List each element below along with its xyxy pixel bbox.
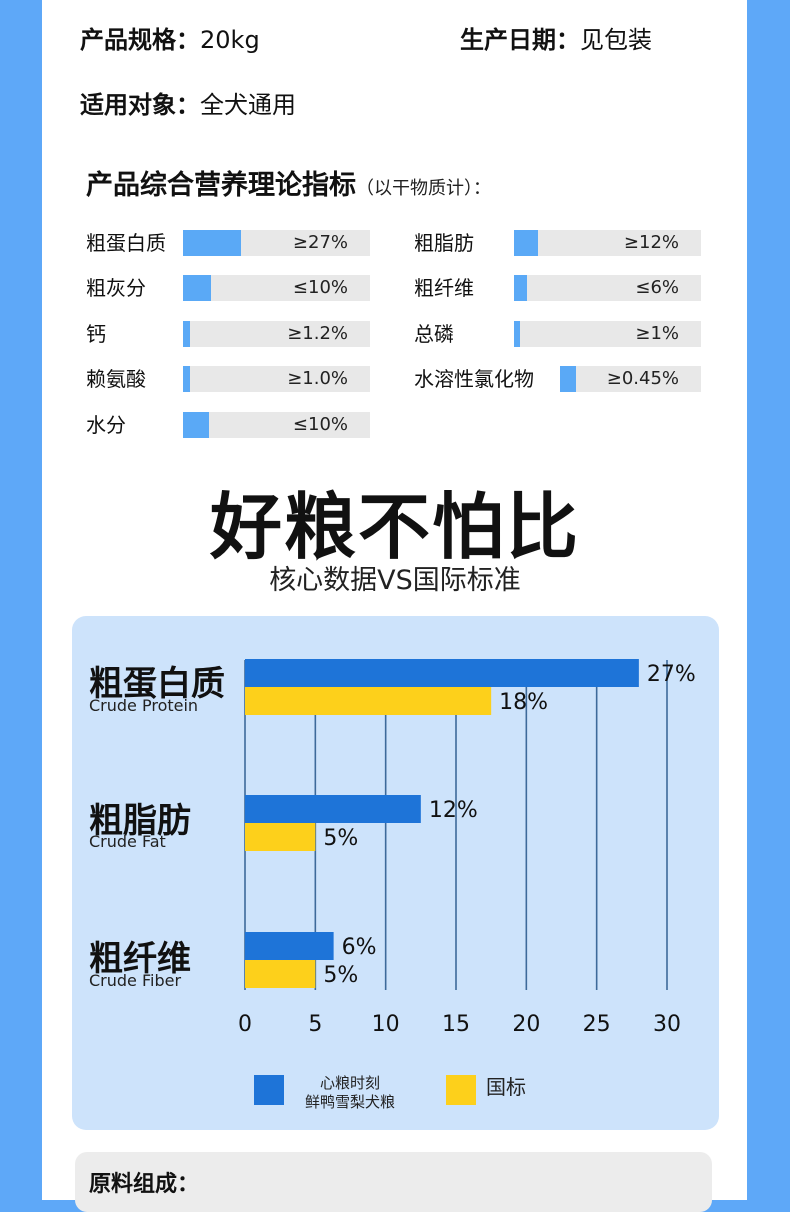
raw-materials-title: 原料组成： bbox=[89, 1172, 200, 1197]
headline: 好粮不怕比 bbox=[209, 485, 580, 569]
nutrient-name: 总磷 bbox=[414, 322, 454, 346]
nutrition-title-note: （以干物质计）： bbox=[356, 178, 491, 199]
nutrient-value: ≤6% bbox=[635, 277, 679, 298]
nutrient-name: 钙 bbox=[86, 322, 106, 346]
x-tick-label: 30 bbox=[653, 1012, 681, 1037]
nutrient-value: ≥1% bbox=[635, 323, 679, 344]
nutrient-row: 赖氨酸 ≥1.0% bbox=[86, 366, 370, 392]
nutrient-bar: ≥27% bbox=[183, 230, 370, 256]
category-label: 粗蛋白质 bbox=[89, 664, 225, 704]
nutrient-bar: ≥1% bbox=[514, 321, 701, 347]
nutrient-name: 粗蛋白质 bbox=[86, 231, 166, 255]
date-key: 生产日期： bbox=[460, 26, 580, 54]
nutrient-name: 粗纤维 bbox=[414, 276, 474, 300]
nutrient-bar-fill bbox=[183, 412, 210, 438]
nutrient-bar-fill bbox=[183, 275, 212, 301]
target-info: 适用对象：全犬通用 bbox=[80, 85, 296, 120]
nutrient-value: ≥1.2% bbox=[287, 323, 348, 344]
nutrient-bar-fill bbox=[514, 230, 539, 256]
nutrient-bar: ≥0.45% bbox=[560, 366, 701, 392]
nutrient-bar-fill bbox=[183, 230, 241, 256]
bar-brand bbox=[245, 932, 334, 960]
x-tick-label: 15 bbox=[442, 1012, 470, 1037]
subheadline: 核心数据VS国际标准 bbox=[269, 565, 521, 596]
nutrition-title: 产品综合营养理论指标（以干物质计）： bbox=[86, 163, 491, 202]
nutrient-value: ≤10% bbox=[292, 277, 348, 298]
bar-standard bbox=[245, 960, 316, 988]
x-tick-label: 20 bbox=[512, 1012, 540, 1037]
bar-data-label: 12% bbox=[429, 798, 478, 823]
category-label: 粗纤维 bbox=[89, 939, 191, 979]
nutrient-bar-fill bbox=[183, 321, 191, 347]
nutrient-bar: ≥1.2% bbox=[183, 321, 370, 347]
nutrient-value: ≥27% bbox=[292, 232, 348, 253]
nutrient-bar-fill bbox=[183, 366, 191, 392]
legend-label-brand: 心粮时刻 鲜鸭雪梨犬粮 bbox=[290, 1074, 410, 1112]
category-label-en: Crude Fat bbox=[89, 832, 166, 851]
nutrient-row: 粗灰分 ≤10% bbox=[86, 275, 370, 301]
nutrient-value: ≤10% bbox=[292, 414, 348, 435]
bar-standard bbox=[245, 687, 492, 715]
nutrient-name: 赖氨酸 bbox=[86, 367, 146, 391]
nutrient-name: 水溶性氯化物 bbox=[414, 367, 534, 391]
bar-data-label: 5% bbox=[323, 963, 358, 988]
legend-label-brand-line2: 鲜鸭雪梨犬粮 bbox=[304, 1093, 395, 1111]
target-key: 适用对象： bbox=[80, 91, 200, 119]
nutrient-bar: ≤10% bbox=[183, 275, 370, 301]
nutrient-name: 粗灰分 bbox=[86, 276, 146, 300]
nutrient-row: 粗纤维 ≤6% bbox=[414, 275, 701, 301]
bar-data-label: 18% bbox=[499, 690, 548, 715]
x-tick-label: 10 bbox=[372, 1012, 400, 1037]
nutrient-value: ≥12% bbox=[623, 232, 679, 253]
legend-swatch-brand bbox=[254, 1075, 284, 1105]
bar-data-label: 6% bbox=[342, 935, 377, 960]
x-tick-label: 5 bbox=[308, 1012, 322, 1037]
date-info: 生产日期：见包装 bbox=[460, 20, 652, 55]
nutrient-row: 粗脂肪 ≥12% bbox=[414, 230, 701, 256]
nutrient-name: 水分 bbox=[86, 413, 126, 437]
nutrient-bar-fill bbox=[560, 366, 576, 392]
category-label: 粗脂肪 bbox=[89, 801, 191, 841]
bar-data-label: 5% bbox=[323, 826, 358, 851]
nutrient-name: 粗脂肪 bbox=[414, 231, 474, 255]
spec-info: 产品规格：20kg bbox=[80, 20, 260, 55]
nutrient-bar-fill bbox=[514, 275, 528, 301]
nutrient-bar-fill bbox=[514, 321, 520, 347]
target-value: 全犬通用 bbox=[200, 91, 296, 119]
nutrient-row: 水分 ≤10% bbox=[86, 412, 370, 438]
bar-standard bbox=[245, 823, 316, 851]
legend-label-standard: 国标 bbox=[486, 1075, 526, 1099]
nutrient-bar: ≥12% bbox=[514, 230, 701, 256]
bar-brand bbox=[245, 659, 639, 687]
nutrient-bar: ≤10% bbox=[183, 412, 370, 438]
legend-label-brand-line1: 心粮时刻 bbox=[319, 1074, 380, 1092]
bar-brand bbox=[245, 795, 421, 823]
nutrient-value: ≥0.45% bbox=[606, 368, 679, 389]
nutrient-row: 钙 ≥1.2% bbox=[86, 321, 370, 347]
nutrient-value: ≥1.0% bbox=[287, 368, 348, 389]
spec-key: 产品规格： bbox=[80, 26, 200, 54]
nutrient-row: 总磷 ≥1% bbox=[414, 321, 701, 347]
bar-data-label: 27% bbox=[647, 662, 696, 687]
date-value: 见包装 bbox=[580, 26, 652, 54]
spec-value: 20kg bbox=[200, 26, 260, 54]
category-label-en: Crude Fiber bbox=[89, 971, 182, 990]
x-tick-label: 0 bbox=[238, 1012, 252, 1037]
nutrient-row: 粗蛋白质 ≥27% bbox=[86, 230, 370, 256]
nutrient-bar: ≥1.0% bbox=[183, 366, 370, 392]
nutrition-title-main: 产品综合营养理论指标 bbox=[86, 170, 356, 201]
legend-swatch-standard bbox=[446, 1075, 476, 1105]
category-label-en: Crude Protein bbox=[89, 696, 199, 715]
x-tick-label: 25 bbox=[583, 1012, 611, 1037]
nutrient-row: 水溶性氯化物 ≥0.45% bbox=[414, 366, 701, 392]
nutrient-bar: ≤6% bbox=[514, 275, 701, 301]
